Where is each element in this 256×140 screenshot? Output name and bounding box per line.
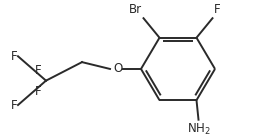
Text: F: F xyxy=(35,64,42,77)
Text: Br: Br xyxy=(129,3,143,16)
Text: F: F xyxy=(10,99,17,112)
Text: F: F xyxy=(35,85,42,98)
Text: O: O xyxy=(113,62,123,75)
Text: NH$_2$: NH$_2$ xyxy=(187,122,210,137)
Text: F: F xyxy=(214,3,220,16)
Text: F: F xyxy=(10,50,17,63)
